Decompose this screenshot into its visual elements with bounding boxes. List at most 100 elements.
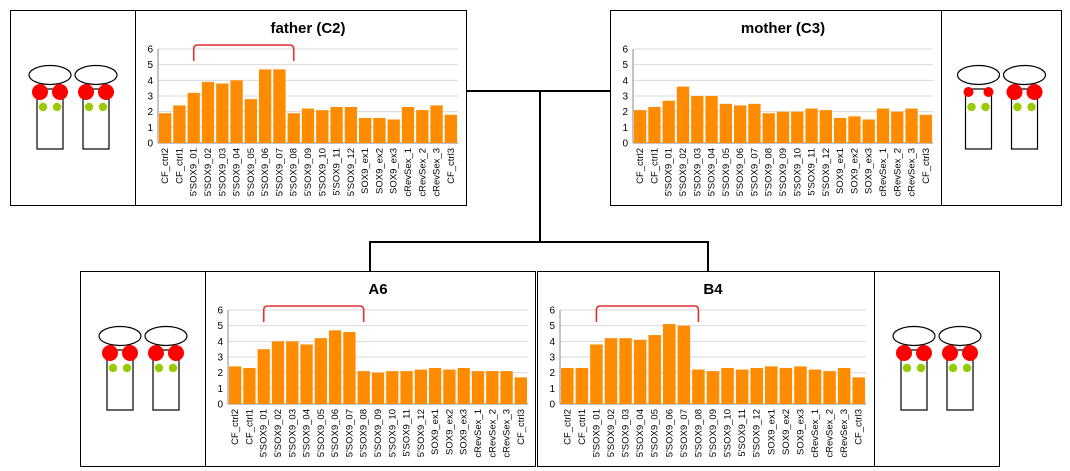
x-tick-label: CF_ctrl2 [160, 148, 171, 184]
bar [633, 339, 647, 404]
bar [371, 372, 385, 404]
chromosome-head [74, 64, 118, 86]
bar [677, 325, 691, 404]
x-tick-label: cRevSex_2 [892, 148, 903, 197]
bar [201, 81, 215, 143]
x-tick-label: 5'SOX9_09 [303, 148, 314, 196]
bar [721, 367, 734, 404]
y-tick-label: 5 [549, 321, 555, 332]
y-tick-label: 4 [549, 337, 555, 348]
x-tick-label: CF_ctrl3 [921, 148, 932, 184]
bar [794, 366, 807, 404]
bar [357, 371, 370, 404]
bar [575, 367, 589, 404]
bar [676, 86, 690, 143]
x-tick-label: 5'SOX9_03 [621, 409, 632, 457]
red-dot [916, 345, 932, 361]
green-dot [52, 102, 62, 112]
red-dot [98, 84, 114, 100]
x-tick-label: 5'SOX9_12 [416, 409, 427, 457]
x-tick-label: 5'SOX9_10 [723, 409, 734, 457]
chromosome-head [98, 325, 142, 347]
bar [329, 330, 342, 404]
bar [823, 371, 836, 404]
bar [386, 371, 399, 404]
a6-chromosome-box [80, 271, 206, 467]
green-dot [967, 102, 976, 112]
x-tick-label: CF_ctrl2 [635, 148, 646, 184]
father-chart: father (C2) 0 1 2 3 4 5 6 CF_ctrl2 CF_ctrl1 5'SOX9… [147, 20, 458, 197]
x-tick-label: cRevSex_2 [417, 148, 428, 197]
bar [401, 106, 415, 143]
chart-title: father (C2) [270, 20, 345, 37]
y-tick-label: 2 [147, 107, 153, 118]
mother-chromosomes [956, 64, 1047, 150]
x-tick-label: CF_ctrl2 [562, 409, 573, 445]
y-tick-label: 5 [622, 60, 628, 71]
bar [187, 92, 200, 143]
father-chromosomes [28, 64, 118, 150]
x-tick-label: 5'SOX9_01 [664, 148, 675, 196]
x-tick-label: 5'SOX9_06 [735, 148, 746, 196]
bar [271, 341, 285, 404]
y-tick-label: 1 [217, 384, 223, 395]
y-tick-label: 2 [622, 107, 628, 118]
y-tick-label: 0 [217, 400, 223, 411]
b4-chart: B4 0 1 2 3 4 5 6 CF_ctrl2 CF_ctrl1 5'SOX9_01 5'SOX9… [549, 281, 866, 458]
chromosome-head [28, 64, 72, 86]
mother-panel: mother (C3) 0 1 2 3 4 5 6 CF_ctrl2 CF_ctrl1 5'SOX9… [610, 10, 1062, 206]
bar [301, 108, 315, 143]
bar [216, 83, 229, 143]
bar [705, 96, 718, 143]
x-tick-label: cRevSex_1 [810, 409, 821, 458]
y-tick-label: 0 [622, 139, 628, 150]
bar [173, 105, 186, 143]
x-tick-label: CF_ctrl3 [446, 148, 457, 184]
chart-title: A6 [368, 281, 387, 298]
region-bracket [192, 44, 295, 61]
y-tick-label: 5 [147, 60, 153, 71]
father-panel: father (C2) 0 1 2 3 4 5 6 CF_ctrl2 CF_ctrl1 5'SOX9… [10, 10, 467, 206]
bar [834, 117, 847, 143]
x-tick-label: SOX9_ex3 [864, 148, 875, 194]
x-tick-label: 5'SOX9_09 [778, 148, 789, 196]
y-tick-label: 0 [549, 400, 555, 411]
bar [762, 113, 775, 143]
chromosome-head [144, 325, 188, 347]
bar [229, 366, 242, 404]
green-dot [84, 102, 94, 112]
x-tick-label: SOX9_ex3 [459, 409, 470, 455]
bar [735, 369, 749, 404]
bar [734, 105, 747, 143]
y-tick-label: 5 [217, 321, 223, 332]
bar [776, 111, 790, 143]
x-tick-label: 5'SOX9_04 [232, 148, 243, 196]
y-tick-label: 1 [549, 384, 555, 395]
bar [457, 367, 470, 404]
bar [244, 99, 257, 143]
y-tick-label: 2 [549, 368, 555, 379]
bar [273, 69, 286, 143]
bar [919, 114, 932, 143]
bar [430, 105, 443, 143]
x-tick-label: 5'SOX9_07 [749, 148, 760, 196]
x-tick-label: SOX9_ex2 [849, 148, 860, 194]
bar [230, 80, 243, 143]
x-tick-label: cRevSex_3 [839, 409, 850, 458]
bar [662, 100, 675, 143]
x-tick-label: cRevSex_1 [473, 409, 484, 458]
bar [619, 338, 632, 404]
x-tick-label: 5'SOX9_11 [807, 148, 818, 196]
red-dot [942, 345, 958, 361]
bar [159, 113, 172, 143]
x-tick-label: 5'SOX9_08 [693, 409, 704, 457]
bar [471, 371, 485, 404]
x-tick-label: SOX9_ex2 [781, 409, 792, 455]
x-tick-label: 5'SOX9_10 [792, 148, 803, 196]
bar [343, 331, 356, 404]
green-dot [168, 363, 178, 373]
red-dot [148, 345, 164, 361]
bar [444, 114, 457, 143]
y-tick-label: 4 [622, 76, 628, 87]
x-tick-label: CF_ctrl1 [244, 409, 255, 445]
